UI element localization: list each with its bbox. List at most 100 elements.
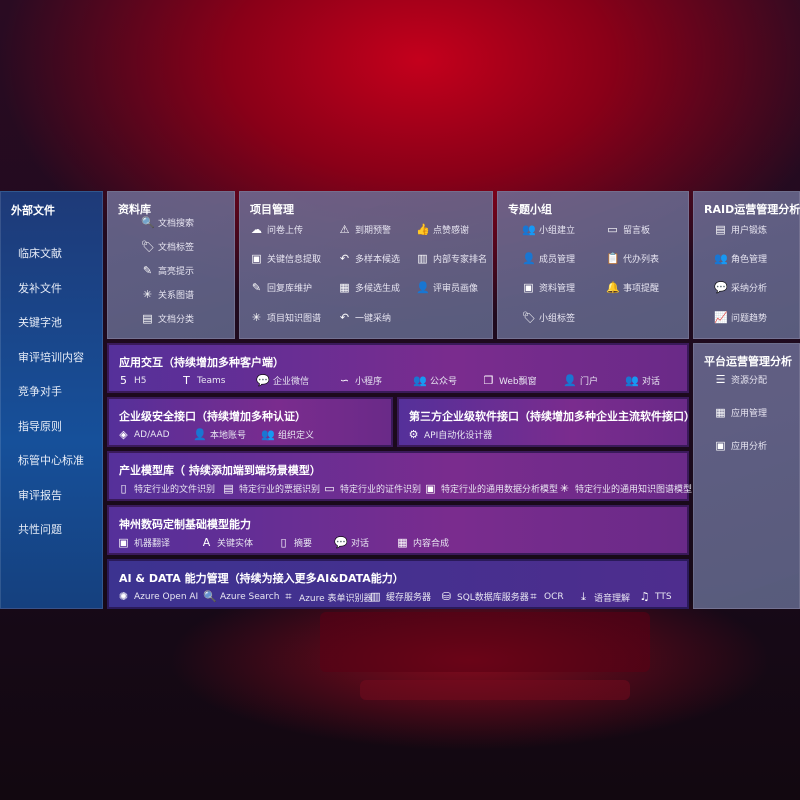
file-icon: ▯ bbox=[120, 482, 127, 495]
feature-item: ◈ AD/AAD bbox=[117, 428, 170, 441]
feature-item: ⚙ API自动化设计器 bbox=[407, 428, 493, 441]
feature-label: 应用管理 bbox=[731, 409, 768, 419]
id-card-icon: ▤ bbox=[715, 223, 726, 236]
feature-item: 👥 组织定义 bbox=[261, 428, 314, 441]
sidebar-item: 标管中心标准 bbox=[18, 454, 84, 467]
panel-aidata: AI & DATA 能力管理（持续为接入更多AI&DATA能力） ✺ Azure O… bbox=[107, 559, 689, 609]
feature-label: 应用分析 bbox=[731, 442, 768, 452]
feature-label: 特定行业的票据识别 bbox=[239, 485, 321, 495]
feature-item: ↶ 多样本候选 bbox=[338, 252, 400, 265]
feature-label: 特定行业的文件识别 bbox=[134, 485, 216, 495]
cloud-upload-icon: ☁ bbox=[251, 223, 262, 236]
edit-icon: ✎ bbox=[251, 281, 262, 294]
feature-item: ∽ 小程序 bbox=[338, 374, 382, 387]
feature-label: 机器翻译 bbox=[134, 539, 171, 549]
sidebar-external-files: 外部文件 临床文献 发补文件 关键字池 审评培训内容 竞争对手 指导原则 标管中心标准 审评报… bbox=[0, 191, 103, 609]
feature-item: ✳ 项目知识图谱 bbox=[250, 311, 321, 324]
feature-item: ▣ 应用分析 bbox=[714, 439, 767, 452]
feature-label: 角色管理 bbox=[731, 255, 768, 265]
summary-icon: ▯ bbox=[280, 536, 287, 549]
compose-icon: ▦ bbox=[397, 536, 408, 549]
trend-icon: 📈 bbox=[714, 311, 728, 324]
sidebar-item: 临床文献 bbox=[18, 247, 62, 260]
feature-item: ✎ 回复库维护 bbox=[250, 281, 312, 294]
feature-label: AD/AAD bbox=[134, 429, 170, 440]
feature-item: ▤ 特定行业的票据识别 bbox=[222, 482, 320, 495]
sidebar-item: 共性问题 bbox=[18, 523, 62, 536]
feature-label: API自动化设计器 bbox=[424, 431, 493, 441]
feature-label: 问题趋势 bbox=[731, 314, 768, 324]
feature-item: ↶ 一键采纳 bbox=[338, 311, 391, 324]
panel-title: 产业模型库（ 持续添加端到端场景模型） bbox=[119, 464, 321, 477]
panel-raid: RAID运营管理分析 ▤ 用户锻炼 👥 角色管理 💬 采纳分析 📈 问题趋势 bbox=[693, 191, 800, 339]
panel-platform: 平台运营管理分析 ☰ 资源分配 ▦ 应用管理 ▣ 应用分析 bbox=[693, 343, 800, 609]
feature-label: OCR bbox=[544, 592, 564, 602]
feature-label: 企业微信 bbox=[273, 377, 310, 387]
feature-label: 资源分配 bbox=[731, 376, 768, 386]
tts-icon: ♫ bbox=[639, 590, 650, 603]
apps-icon: ▦ bbox=[715, 406, 726, 419]
org-icon: 👥 bbox=[261, 428, 275, 441]
feature-item: ❐ Web飘窗 bbox=[482, 374, 537, 387]
graph-icon: ✳ bbox=[142, 288, 153, 301]
sidebar-title: 外部文件 bbox=[11, 204, 55, 217]
puzzle-icon: ▦ bbox=[339, 281, 350, 294]
feature-label: 评审员画像 bbox=[433, 284, 479, 294]
feature-item: 🔍 文档搜索 bbox=[141, 216, 194, 229]
feature-label: 采纳分析 bbox=[731, 284, 768, 294]
translate-icon: ▣ bbox=[118, 536, 129, 549]
bbs-icon: ▭ bbox=[607, 223, 618, 236]
feature-item: ▥ 缓存服务器 bbox=[369, 590, 431, 603]
feature-label: 高亮提示 bbox=[158, 267, 195, 277]
panel-title: 平台运营管理分析 bbox=[704, 355, 792, 368]
feature-label: 关系图谱 bbox=[158, 291, 195, 301]
feature-label: 点赞感谢 bbox=[433, 226, 470, 236]
feature-label: Azure 表单识别器 bbox=[299, 593, 373, 604]
feature-label: 一键采纳 bbox=[355, 314, 392, 324]
folder-icon: ▣ bbox=[523, 281, 534, 294]
feature-label: 留言板 bbox=[623, 226, 651, 236]
feature-item: ♫ TTS bbox=[638, 590, 672, 603]
feature-label: 语音理解 bbox=[594, 593, 631, 604]
feature-label: 内部专家排名 bbox=[433, 255, 488, 265]
cache-server-icon: ▥ bbox=[370, 590, 381, 603]
feature-label: 回复库维护 bbox=[267, 284, 313, 294]
tag-icon: 🏷 bbox=[522, 311, 536, 324]
feature-label: 对话 bbox=[351, 539, 370, 549]
classify-icon: ▤ bbox=[142, 312, 153, 325]
reply-icon: ↶ bbox=[339, 311, 350, 324]
feature-label: 资料管理 bbox=[539, 284, 576, 294]
panel-app: 应用交互（持续增加多种客户端） 5 H5 T Teams 💬 企业微信 ∽ 小程序 👥 公众号 ❐ We… bbox=[107, 343, 689, 393]
feature-label: 事项提醒 bbox=[623, 284, 660, 294]
member-icon: 👤 bbox=[522, 252, 536, 265]
feature-label: Web飘窗 bbox=[499, 377, 537, 387]
feature-item: 🏷 小组标签 bbox=[522, 311, 575, 324]
ad-icon: ◈ bbox=[119, 428, 128, 441]
feature-label: 代办列表 bbox=[623, 255, 660, 265]
feature-item: 🏷 文档标签 bbox=[141, 240, 194, 253]
clipboard-icon: 📋 bbox=[606, 252, 620, 265]
feature-label: 多候选生成 bbox=[355, 284, 401, 294]
feature-label: 小组建立 bbox=[539, 226, 576, 236]
feature-item: ✺ Azure Open AI bbox=[117, 590, 198, 603]
feature-label: 问卷上传 bbox=[267, 226, 304, 236]
feature-item: ▯ 特定行业的文件识别 bbox=[117, 482, 215, 495]
wechat-icon: 💬 bbox=[256, 374, 270, 387]
sidebar-item: 审评报告 bbox=[18, 488, 62, 502]
feature-label: 关键实体 bbox=[217, 539, 254, 549]
feature-label: 项目知识图谱 bbox=[267, 314, 322, 324]
entity-icon: A bbox=[202, 536, 211, 549]
feature-item: ⌗ OCR bbox=[527, 590, 564, 604]
feature-label: H5 bbox=[134, 375, 147, 386]
background-shape bbox=[320, 612, 650, 672]
tag-icon: 🏷 bbox=[141, 240, 155, 253]
feature-label: 关键信息提取 bbox=[267, 255, 322, 265]
feature-item: ▣ 机器翻译 bbox=[117, 536, 170, 549]
feature-item: 👤 门户 bbox=[563, 374, 598, 387]
feature-label: 公众号 bbox=[430, 377, 458, 387]
api-gear-icon: ⚙ bbox=[408, 428, 419, 441]
feature-item: ☁ 问卷上传 bbox=[250, 223, 303, 236]
feature-label: 内容合成 bbox=[413, 539, 450, 549]
feature-item: 👥 小组建立 bbox=[522, 223, 575, 236]
feature-label: 缓存服务器 bbox=[386, 593, 432, 603]
